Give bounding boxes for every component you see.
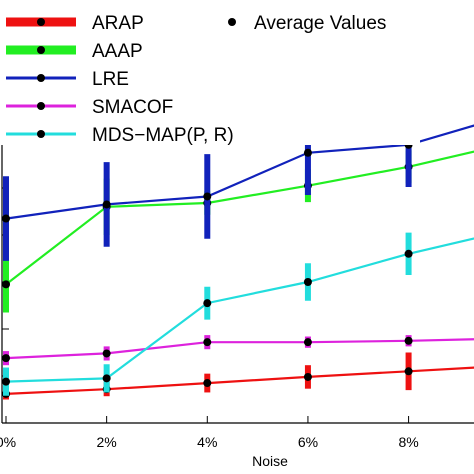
x-tick-label: 2% xyxy=(97,434,117,450)
x-tick-label: 0% xyxy=(0,434,16,450)
series-line xyxy=(5,124,474,220)
data-point xyxy=(203,299,212,308)
data-point xyxy=(303,278,312,286)
data-point xyxy=(102,349,111,358)
legend-entry-smacof: SMACOF xyxy=(6,97,173,118)
data-point xyxy=(2,214,10,223)
series-line xyxy=(5,150,474,286)
legend-marker xyxy=(228,18,236,26)
legend-entry-mds-map-p-r: MDS−MAP(P, R) xyxy=(6,125,234,146)
data-point xyxy=(203,192,212,201)
data-point xyxy=(203,379,212,388)
legend-marker xyxy=(37,46,45,54)
series-line xyxy=(5,366,474,395)
x-tick-label: 8% xyxy=(398,434,418,450)
x-axis-label: Noise xyxy=(252,453,288,469)
data-point xyxy=(404,367,413,376)
legend-entry-lre: LRE xyxy=(6,69,129,90)
legend-label: MDS−MAP(P, R) xyxy=(92,125,234,146)
data-point xyxy=(2,280,10,289)
data-point xyxy=(303,372,312,381)
axes: 0% 2% 4% 6% 8% xyxy=(0,0,474,450)
x-tick-label: 6% xyxy=(298,434,318,450)
data-point xyxy=(303,148,312,157)
data-point xyxy=(102,200,111,209)
data-point xyxy=(404,249,413,258)
data-point xyxy=(303,338,312,347)
data-point xyxy=(102,374,111,383)
legend-marker xyxy=(37,130,45,138)
legend-marker xyxy=(37,102,45,110)
legend-marker xyxy=(37,18,45,26)
x-tick-label: 4% xyxy=(197,434,217,450)
data-point xyxy=(203,338,212,347)
legend-entry-arap: ARAP xyxy=(6,13,144,34)
data-point xyxy=(2,354,10,363)
legend-entry-average-values: Average Values xyxy=(228,13,386,34)
series-mds-map-p-r xyxy=(2,232,474,396)
data-point xyxy=(404,336,413,345)
legend-label: AAAP xyxy=(92,41,143,62)
legend-label: ARAP xyxy=(92,13,144,34)
legend-marker xyxy=(37,74,45,82)
legend-entry-aaap: AAAP xyxy=(6,41,143,62)
series-smacof xyxy=(2,335,474,366)
legend-label: LRE xyxy=(92,69,129,90)
data-point xyxy=(2,377,10,386)
legend-label: SMACOF xyxy=(92,97,173,118)
legend: ARAP AAAP LRE SMACOF MDS−MAP(P, R) Average Va… xyxy=(0,0,420,146)
series-aaap xyxy=(2,150,474,313)
series-line xyxy=(5,237,474,383)
series-layer xyxy=(2,102,474,400)
legend-label: Average Values xyxy=(254,13,386,34)
series-line xyxy=(5,338,474,360)
